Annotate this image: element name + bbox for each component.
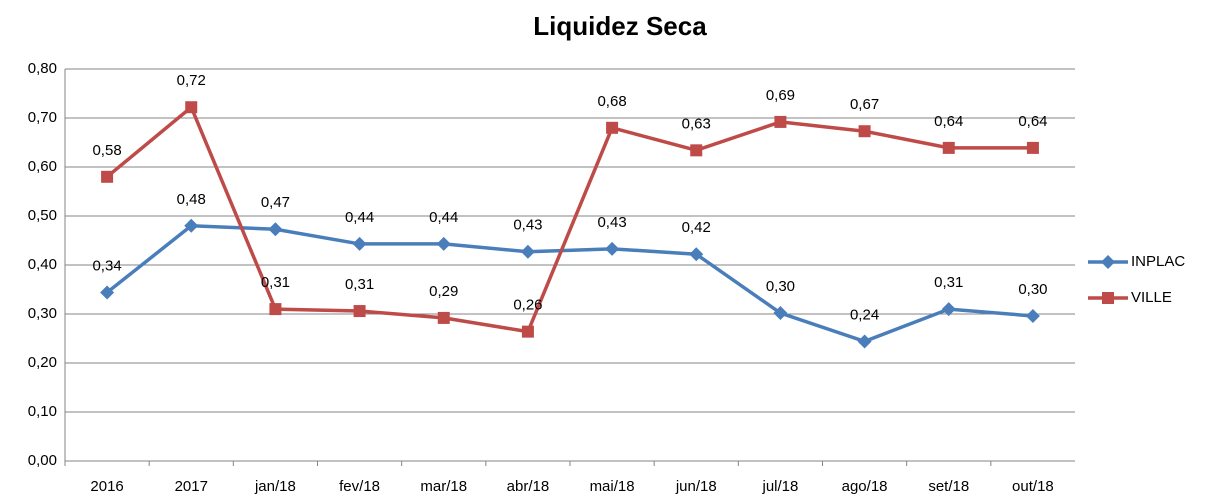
point bbox=[101, 170, 114, 183]
data-label: 0,43 bbox=[597, 214, 626, 231]
x-tick-label: jun/18 bbox=[675, 478, 717, 495]
series-line bbox=[105, 224, 1034, 344]
data-label: 0,64 bbox=[1018, 113, 1047, 130]
y-tick-label: 0,50 bbox=[28, 207, 57, 224]
y-tick-label: 0,00 bbox=[28, 452, 57, 469]
point bbox=[520, 244, 535, 259]
x-tick-label: 2017 bbox=[175, 478, 208, 495]
x-tick-label: fev/18 bbox=[339, 478, 380, 495]
data-label: 0,47 bbox=[261, 194, 290, 211]
data-label: 0,44 bbox=[429, 209, 458, 226]
data-label: 0,42 bbox=[682, 219, 711, 236]
point bbox=[268, 222, 283, 237]
chart-title: Liquidez Seca bbox=[533, 11, 707, 41]
point bbox=[437, 311, 450, 324]
point bbox=[941, 302, 956, 317]
x-tick-label: jul/18 bbox=[761, 478, 798, 495]
x-tick-label: jan/18 bbox=[254, 478, 296, 495]
x-tick-label: ago/18 bbox=[842, 478, 888, 495]
y-tick-label: 0,40 bbox=[28, 256, 57, 273]
point bbox=[436, 236, 451, 251]
data-label: 0,31 bbox=[345, 276, 374, 293]
data-label: 0,68 bbox=[597, 93, 626, 110]
point bbox=[942, 141, 955, 154]
legend-label: INPLAC bbox=[1131, 253, 1185, 270]
legend-marker bbox=[1102, 292, 1114, 304]
point bbox=[1025, 308, 1040, 323]
data-label: 0,64 bbox=[934, 113, 963, 130]
data-label: 0,29 bbox=[429, 283, 458, 300]
point bbox=[269, 303, 282, 316]
data-label: 0,48 bbox=[177, 191, 206, 208]
point bbox=[858, 125, 871, 138]
point bbox=[184, 218, 199, 233]
data-label: 0,72 bbox=[177, 72, 206, 89]
data-label: 0,69 bbox=[766, 87, 795, 104]
y-tick-label: 0,70 bbox=[28, 109, 57, 126]
legend-label: VILLE bbox=[1131, 289, 1172, 306]
y-tick-label: 0,10 bbox=[28, 403, 57, 420]
data-label: 0,31 bbox=[934, 274, 963, 291]
point bbox=[353, 305, 366, 318]
data-label: 0,63 bbox=[682, 115, 711, 132]
point bbox=[352, 236, 367, 251]
x-tick-label: mai/18 bbox=[590, 478, 635, 495]
data-label: 0,34 bbox=[92, 257, 121, 274]
x-tick-label: out/18 bbox=[1012, 478, 1054, 495]
x-tick-label: mar/18 bbox=[420, 478, 467, 495]
data-label: 0,67 bbox=[850, 96, 879, 113]
point bbox=[185, 101, 198, 114]
series-line bbox=[105, 104, 1033, 334]
point bbox=[857, 334, 872, 349]
point bbox=[773, 306, 788, 321]
data-label: 0,44 bbox=[345, 209, 374, 226]
y-tick-label: 0,80 bbox=[28, 60, 57, 77]
x-tick-label: abr/18 bbox=[507, 478, 550, 495]
point bbox=[606, 121, 619, 134]
x-tick-label: set/18 bbox=[928, 478, 969, 495]
point bbox=[690, 144, 703, 157]
point bbox=[689, 247, 704, 262]
data-label: 0,30 bbox=[1018, 281, 1047, 298]
data-label: 0,24 bbox=[850, 306, 879, 323]
point bbox=[605, 241, 620, 256]
legend-marker bbox=[1101, 255, 1115, 269]
point bbox=[100, 285, 115, 300]
data-label: 0,30 bbox=[766, 278, 795, 295]
data-label: 0,31 bbox=[261, 274, 290, 291]
point bbox=[774, 115, 787, 128]
data-label: 0,26 bbox=[513, 297, 542, 314]
point bbox=[1026, 141, 1039, 154]
y-tick-label: 0,60 bbox=[28, 158, 57, 175]
y-tick-label: 0,30 bbox=[28, 305, 57, 322]
x-tick-label: 2016 bbox=[90, 478, 123, 495]
point bbox=[521, 325, 534, 338]
data-label: 0,58 bbox=[92, 142, 121, 159]
y-tick-label: 0,20 bbox=[28, 354, 57, 371]
data-label: 0,43 bbox=[513, 217, 542, 234]
